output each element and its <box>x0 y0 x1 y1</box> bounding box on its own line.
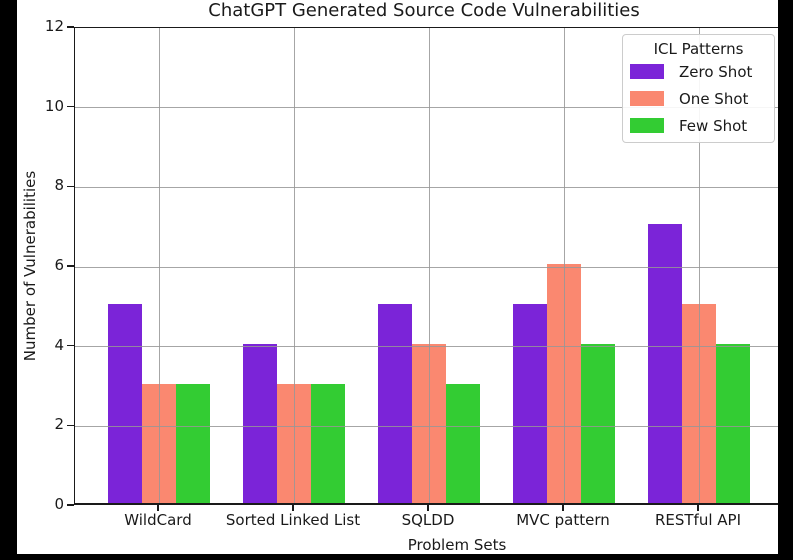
bar-zero-shot-0 <box>108 303 143 503</box>
x-tick-mark <box>697 505 699 511</box>
legend-item: Zero Shot <box>623 58 774 85</box>
chart-figure: ChatGPT Generated Source Code Vulnerabil… <box>17 0 778 554</box>
legend-swatch-one-shot <box>630 91 664 106</box>
legend-items: Zero Shot One Shot Few Shot <box>623 58 774 139</box>
x-axis-label: Problem Sets <box>407 536 507 554</box>
y-tick-label: 4 <box>54 335 64 354</box>
v-gridline <box>563 28 565 503</box>
bar-few-shot-0 <box>175 383 210 503</box>
x-tick-mark <box>157 505 159 511</box>
legend-item-label: Few Shot <box>679 116 748 135</box>
y-tick-mark <box>67 265 74 267</box>
x-tick-label: MVC pattern <box>516 511 610 529</box>
y-tick-mark <box>67 344 74 347</box>
x-tick-mark <box>562 505 564 511</box>
y-tick-mark <box>67 504 74 506</box>
legend-title: ICL Patterns <box>653 40 744 58</box>
y-tick-mark <box>67 185 74 188</box>
legend-item: Few Shot <box>623 112 774 139</box>
x-tick-label: WildCard <box>124 511 192 529</box>
bar-zero-shot-4 <box>648 224 683 503</box>
bar-zero-shot-1 <box>243 343 278 503</box>
y-tick-mark <box>67 105 74 108</box>
legend-item-label: One Shot <box>679 89 749 108</box>
legend-item: One Shot <box>623 85 774 112</box>
bar-zero-shot-2 <box>378 303 413 503</box>
y-tick-label: 2 <box>54 415 64 434</box>
y-tick-mark <box>67 424 74 427</box>
v-gridline <box>428 28 430 503</box>
bar-few-shot-4 <box>715 343 750 503</box>
y-tick-label: 10 <box>44 96 64 115</box>
h-gridline <box>75 186 778 188</box>
legend-item-label: Zero Shot <box>679 62 753 81</box>
v-gridline <box>293 28 295 503</box>
y-tick-label: 12 <box>44 17 64 35</box>
legend-swatch-zero-shot <box>630 64 664 79</box>
legend: ICL Patterns Zero Shot One Shot Few Shot <box>622 34 775 143</box>
v-gridline <box>158 28 160 503</box>
h-gridline <box>75 107 778 109</box>
h-gridline <box>75 266 778 268</box>
y-tick-label: 0 <box>54 495 64 513</box>
bar-few-shot-1 <box>310 383 345 503</box>
bar-few-shot-2 <box>445 383 480 503</box>
y-tick-label: 6 <box>54 256 64 274</box>
x-tick-mark <box>292 505 294 511</box>
y-tick-label: 8 <box>54 176 64 195</box>
bar-zero-shot-3 <box>513 303 548 503</box>
x-tick-label: RESTful API <box>654 511 742 529</box>
x-tick-mark <box>427 505 429 511</box>
chart-title: ChatGPT Generated Source Code Vulnerabil… <box>208 0 640 21</box>
x-tick-label: SQLDD <box>401 511 455 529</box>
y-tick-mark <box>67 26 74 28</box>
h-gridline <box>75 425 778 427</box>
plot-area <box>74 27 778 505</box>
x-tick-label: Sorted Linked List <box>225 511 361 529</box>
h-gridline <box>75 346 778 348</box>
legend-swatch-few-shot <box>630 118 664 133</box>
bar-few-shot-3 <box>580 343 615 503</box>
v-gridline <box>698 28 700 503</box>
